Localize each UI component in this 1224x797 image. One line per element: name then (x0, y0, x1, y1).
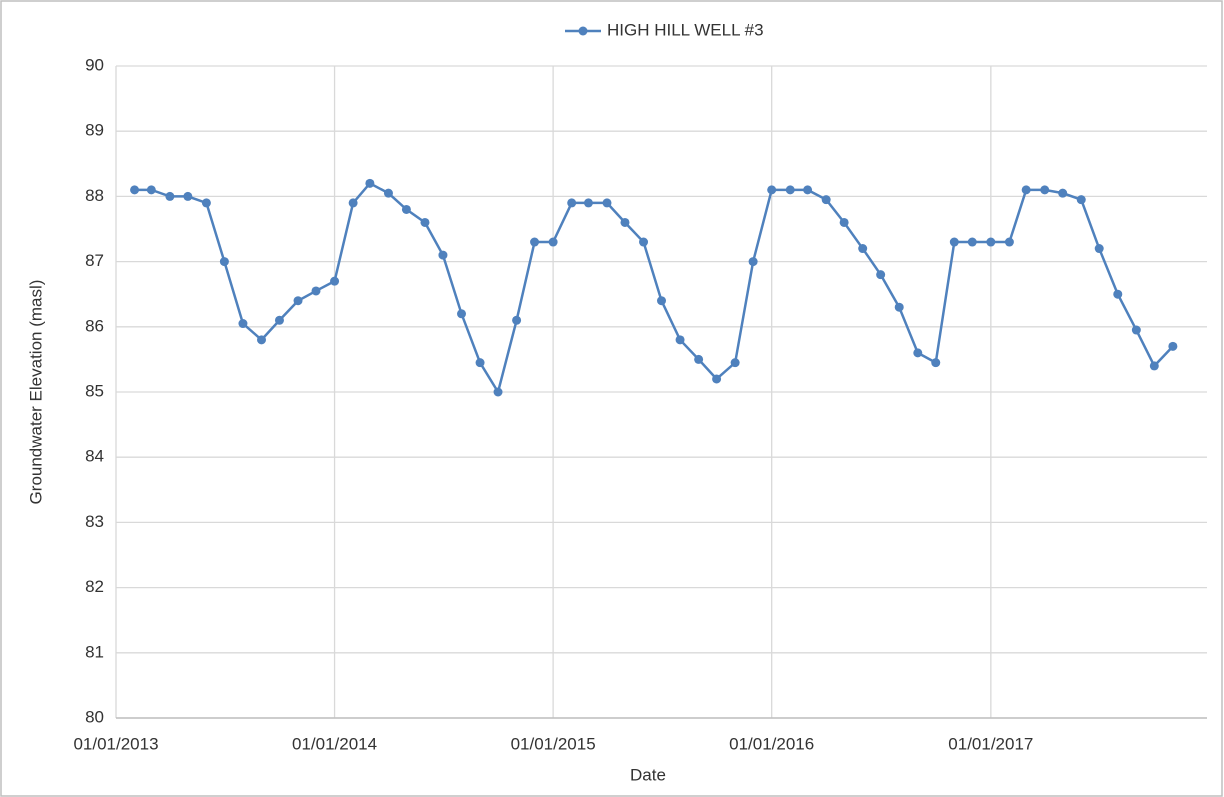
data-point (1168, 341, 1178, 351)
data-point (1040, 185, 1050, 195)
data-point (257, 335, 267, 345)
data-point (839, 217, 849, 227)
data-point (1149, 361, 1159, 371)
x-tick-label: 01/01/2016 (729, 734, 814, 753)
data-point (548, 237, 558, 247)
data-point (639, 237, 649, 247)
data-point (748, 257, 758, 267)
data-point (201, 198, 211, 208)
data-point (894, 302, 904, 312)
data-point (146, 185, 156, 195)
data-point (730, 358, 740, 368)
data-point (530, 237, 540, 247)
series-line (134, 181, 1174, 396)
data-point (457, 309, 467, 319)
x-tick-label: 01/01/2013 (73, 734, 158, 753)
x-tick-label: 01/01/2014 (292, 734, 377, 753)
data-point (821, 195, 831, 205)
x-tick-label: 01/01/2015 (511, 734, 596, 753)
data-point (1113, 289, 1123, 299)
data-point (694, 354, 704, 364)
data-point (986, 237, 996, 247)
data-point (438, 250, 448, 260)
data-point (583, 198, 593, 208)
data-point (1058, 188, 1068, 198)
plot (130, 178, 1178, 397)
y-tick-label: 85 (85, 381, 104, 400)
data-point (913, 348, 923, 358)
y-tick-label: 86 (85, 316, 104, 335)
data-point (238, 319, 248, 329)
data-point (1004, 237, 1014, 247)
data-point (311, 286, 321, 296)
legend-marker (578, 26, 588, 36)
data-point (330, 276, 340, 286)
y-tick-label: 83 (85, 512, 104, 531)
data-point (293, 296, 303, 306)
data-point (620, 217, 630, 227)
data-point (365, 178, 375, 188)
data-point (1076, 195, 1086, 205)
y-tick-label: 90 (85, 55, 104, 74)
data-point (165, 191, 175, 201)
y-tick-label: 84 (85, 447, 104, 466)
x-tick-label: 01/01/2017 (948, 734, 1033, 753)
data-point (420, 217, 430, 227)
data-point (712, 374, 722, 384)
data-point (931, 358, 941, 368)
data-point (803, 185, 813, 195)
x-axis-title: Date (630, 765, 666, 784)
data-point (1094, 244, 1104, 254)
data-point (348, 198, 358, 208)
data-point (967, 237, 977, 247)
data-point (512, 315, 522, 325)
y-axis-title: Groundwater Elevation (masl) (26, 280, 45, 505)
data-point (1131, 325, 1141, 335)
data-point (383, 188, 393, 198)
data-point (876, 270, 886, 280)
data-point (401, 204, 411, 214)
data-point (1021, 185, 1031, 195)
y-tick-label: 87 (85, 251, 104, 270)
data-point (767, 185, 777, 195)
y-tick-label: 82 (85, 577, 104, 596)
y-tick-label: 89 (85, 121, 104, 140)
data-point (274, 315, 284, 325)
data-point (493, 387, 503, 397)
y-tick-label: 88 (85, 186, 104, 205)
data-point (219, 257, 229, 267)
data-point (785, 185, 795, 195)
data-point (602, 198, 612, 208)
y-tick-label: 81 (85, 642, 104, 661)
data-point (475, 358, 485, 368)
data-point (183, 191, 193, 201)
y-tick-label: 80 (85, 707, 104, 726)
data-point (130, 185, 140, 195)
data-point (567, 198, 577, 208)
data-point (657, 296, 666, 306)
grid (115, 65, 1207, 719)
legend-label: HIGH HILL WELL #3 (607, 20, 764, 39)
data-point (675, 335, 685, 345)
data-point (949, 237, 959, 247)
data-point (858, 244, 868, 254)
